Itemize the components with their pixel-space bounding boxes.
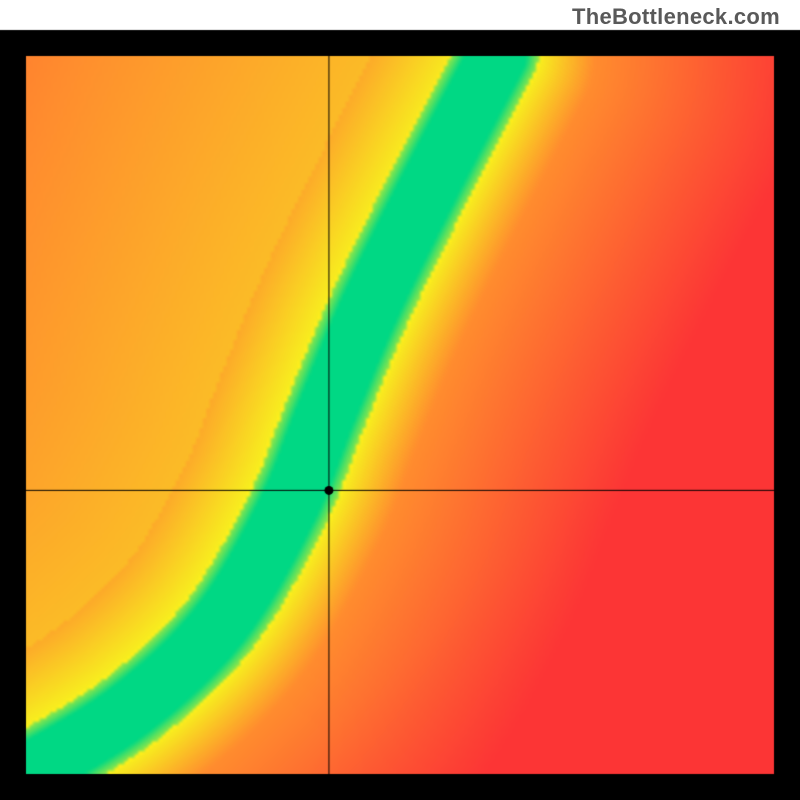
attribution-text: TheBottleneck.com — [572, 4, 780, 30]
bottleneck-heatmap — [0, 0, 800, 800]
